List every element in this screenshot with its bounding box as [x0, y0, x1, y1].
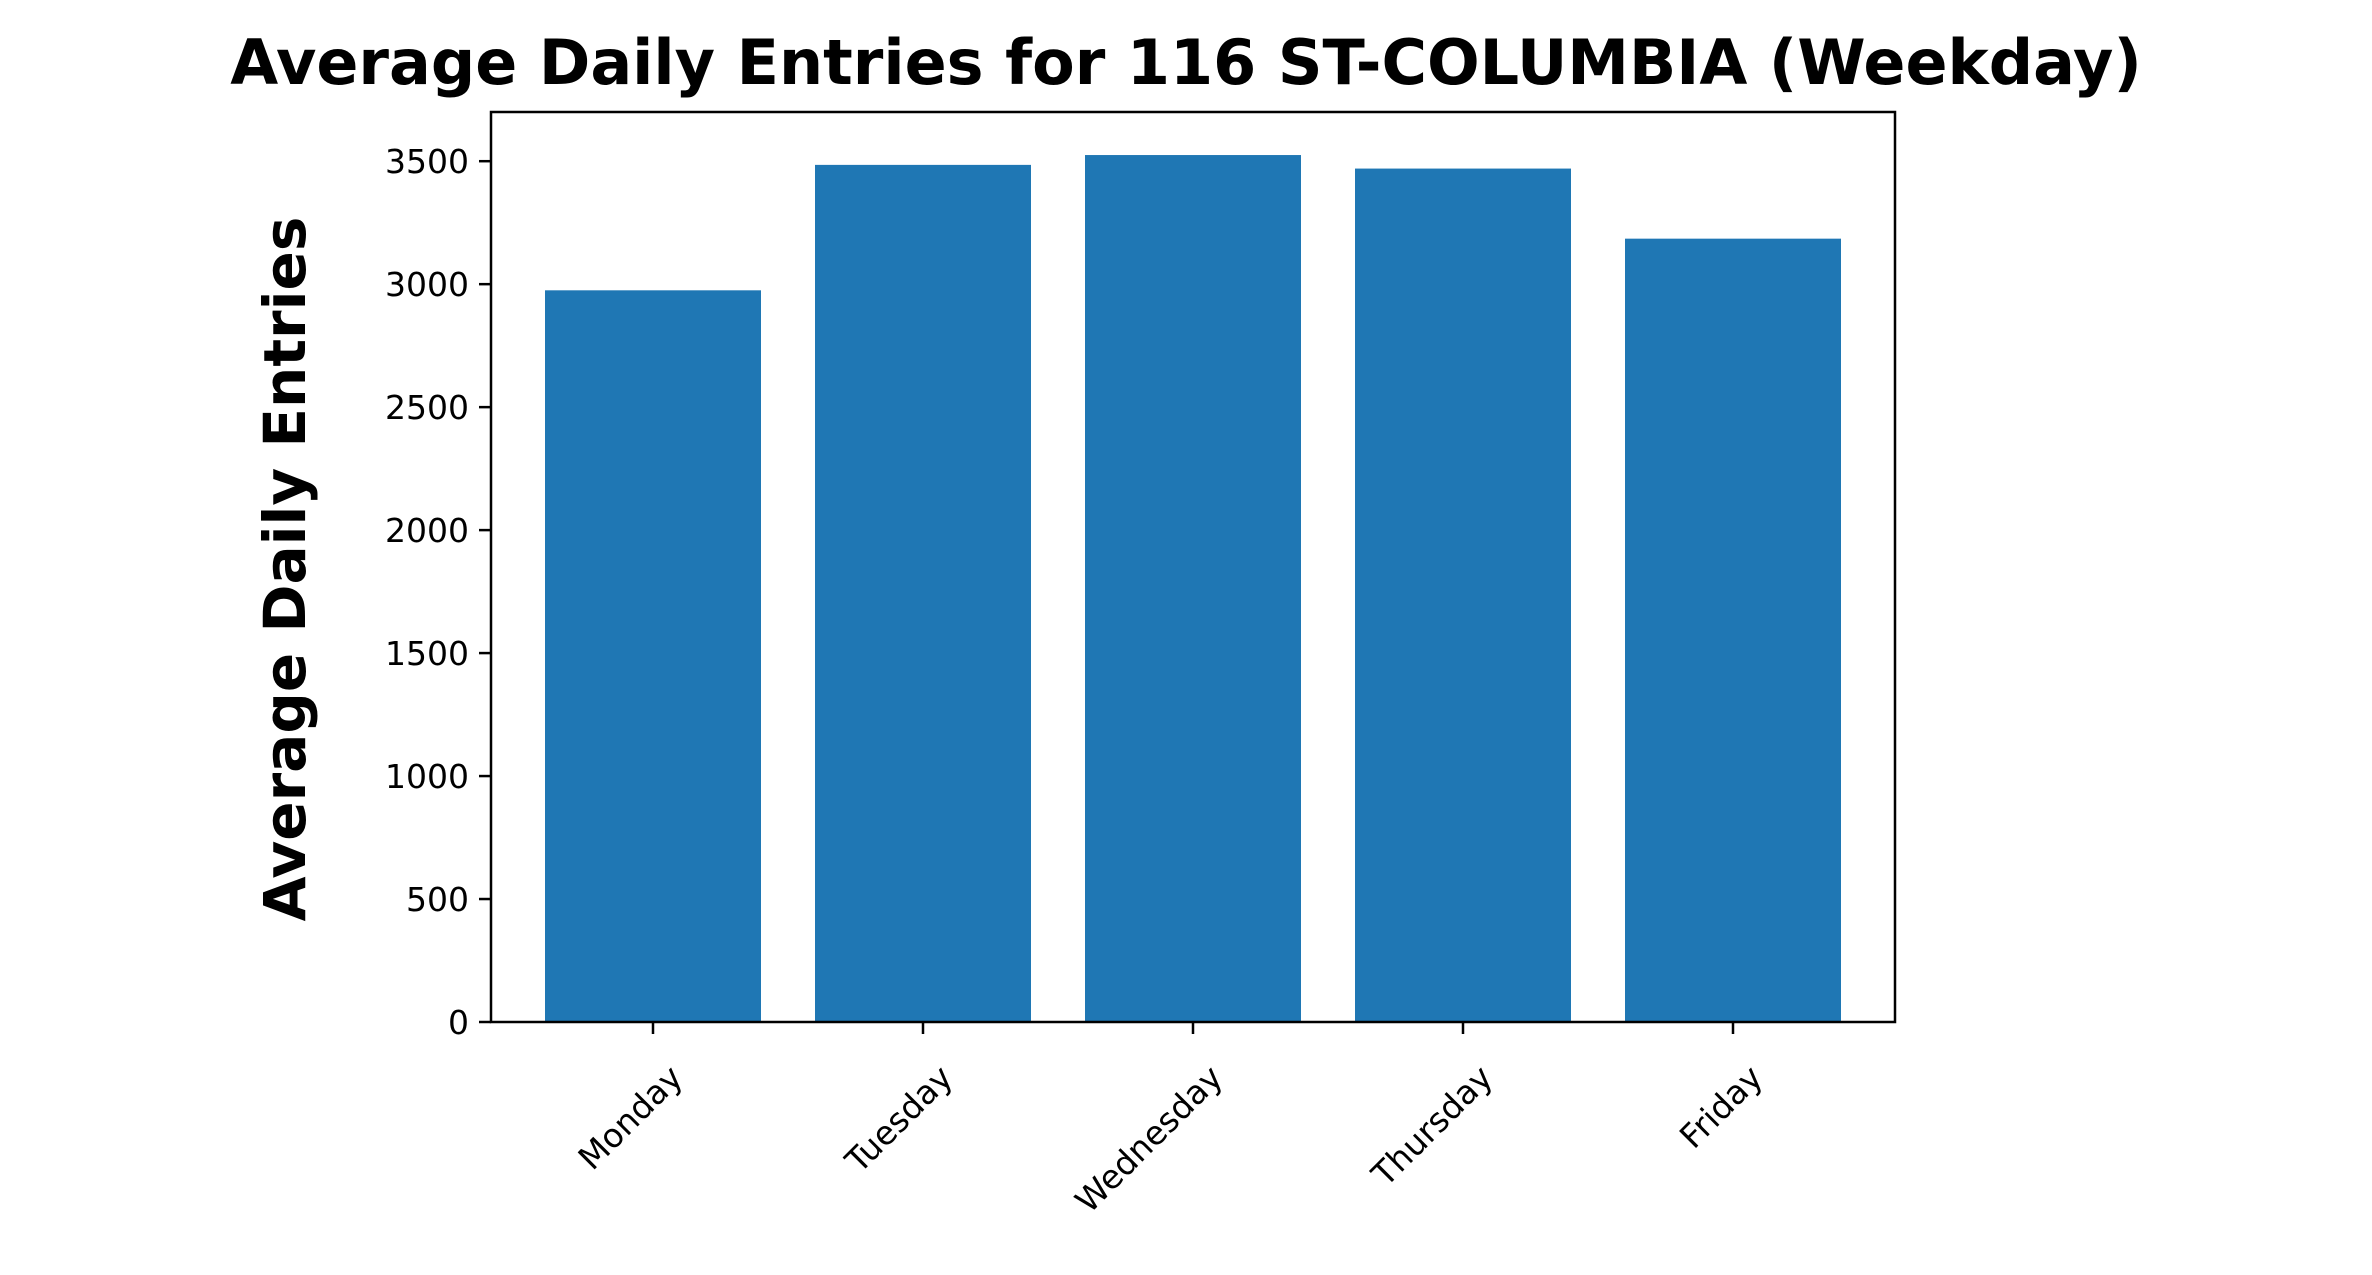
y-tick-label: 500 [406, 880, 469, 919]
x-tick-label-monday: Monday [570, 1058, 690, 1178]
x-tick-label-friday: Friday [1672, 1058, 1770, 1156]
y-tick-label: 3000 [385, 265, 469, 304]
x-tick-label-wednesday: Wednesday [1068, 1058, 1231, 1221]
x-axis-ticks: Monday Tuesday Wednesday Thursday Friday [570, 1022, 1770, 1220]
y-tick-label: 3500 [385, 142, 469, 181]
y-axis-label: Average Daily Entries [251, 217, 319, 922]
y-tick-label: 2500 [385, 388, 469, 427]
y-tick-label: 1500 [385, 634, 469, 673]
bar-tuesday [815, 164, 1031, 1023]
bar-wednesday [1085, 155, 1301, 1023]
y-tick-label: 1000 [385, 757, 469, 796]
y-tick-label: 2000 [385, 511, 469, 550]
bar-monday [545, 290, 761, 1023]
chart-title: Average Daily Entries for 116 ST-COLUMBI… [230, 26, 2142, 99]
x-tick-label-tuesday: Tuesday [837, 1058, 960, 1181]
bars-group [545, 155, 1841, 1023]
bar-friday [1625, 238, 1841, 1022]
y-axis-ticks: 0 500 1000 1500 2000 2500 3000 3500 [385, 142, 491, 1042]
bar-thursday [1355, 168, 1571, 1022]
x-tick-label-thursday: Thursday [1363, 1058, 1500, 1195]
y-tick-label: 0 [448, 1003, 469, 1042]
plot-frame [489, 110, 1897, 1024]
